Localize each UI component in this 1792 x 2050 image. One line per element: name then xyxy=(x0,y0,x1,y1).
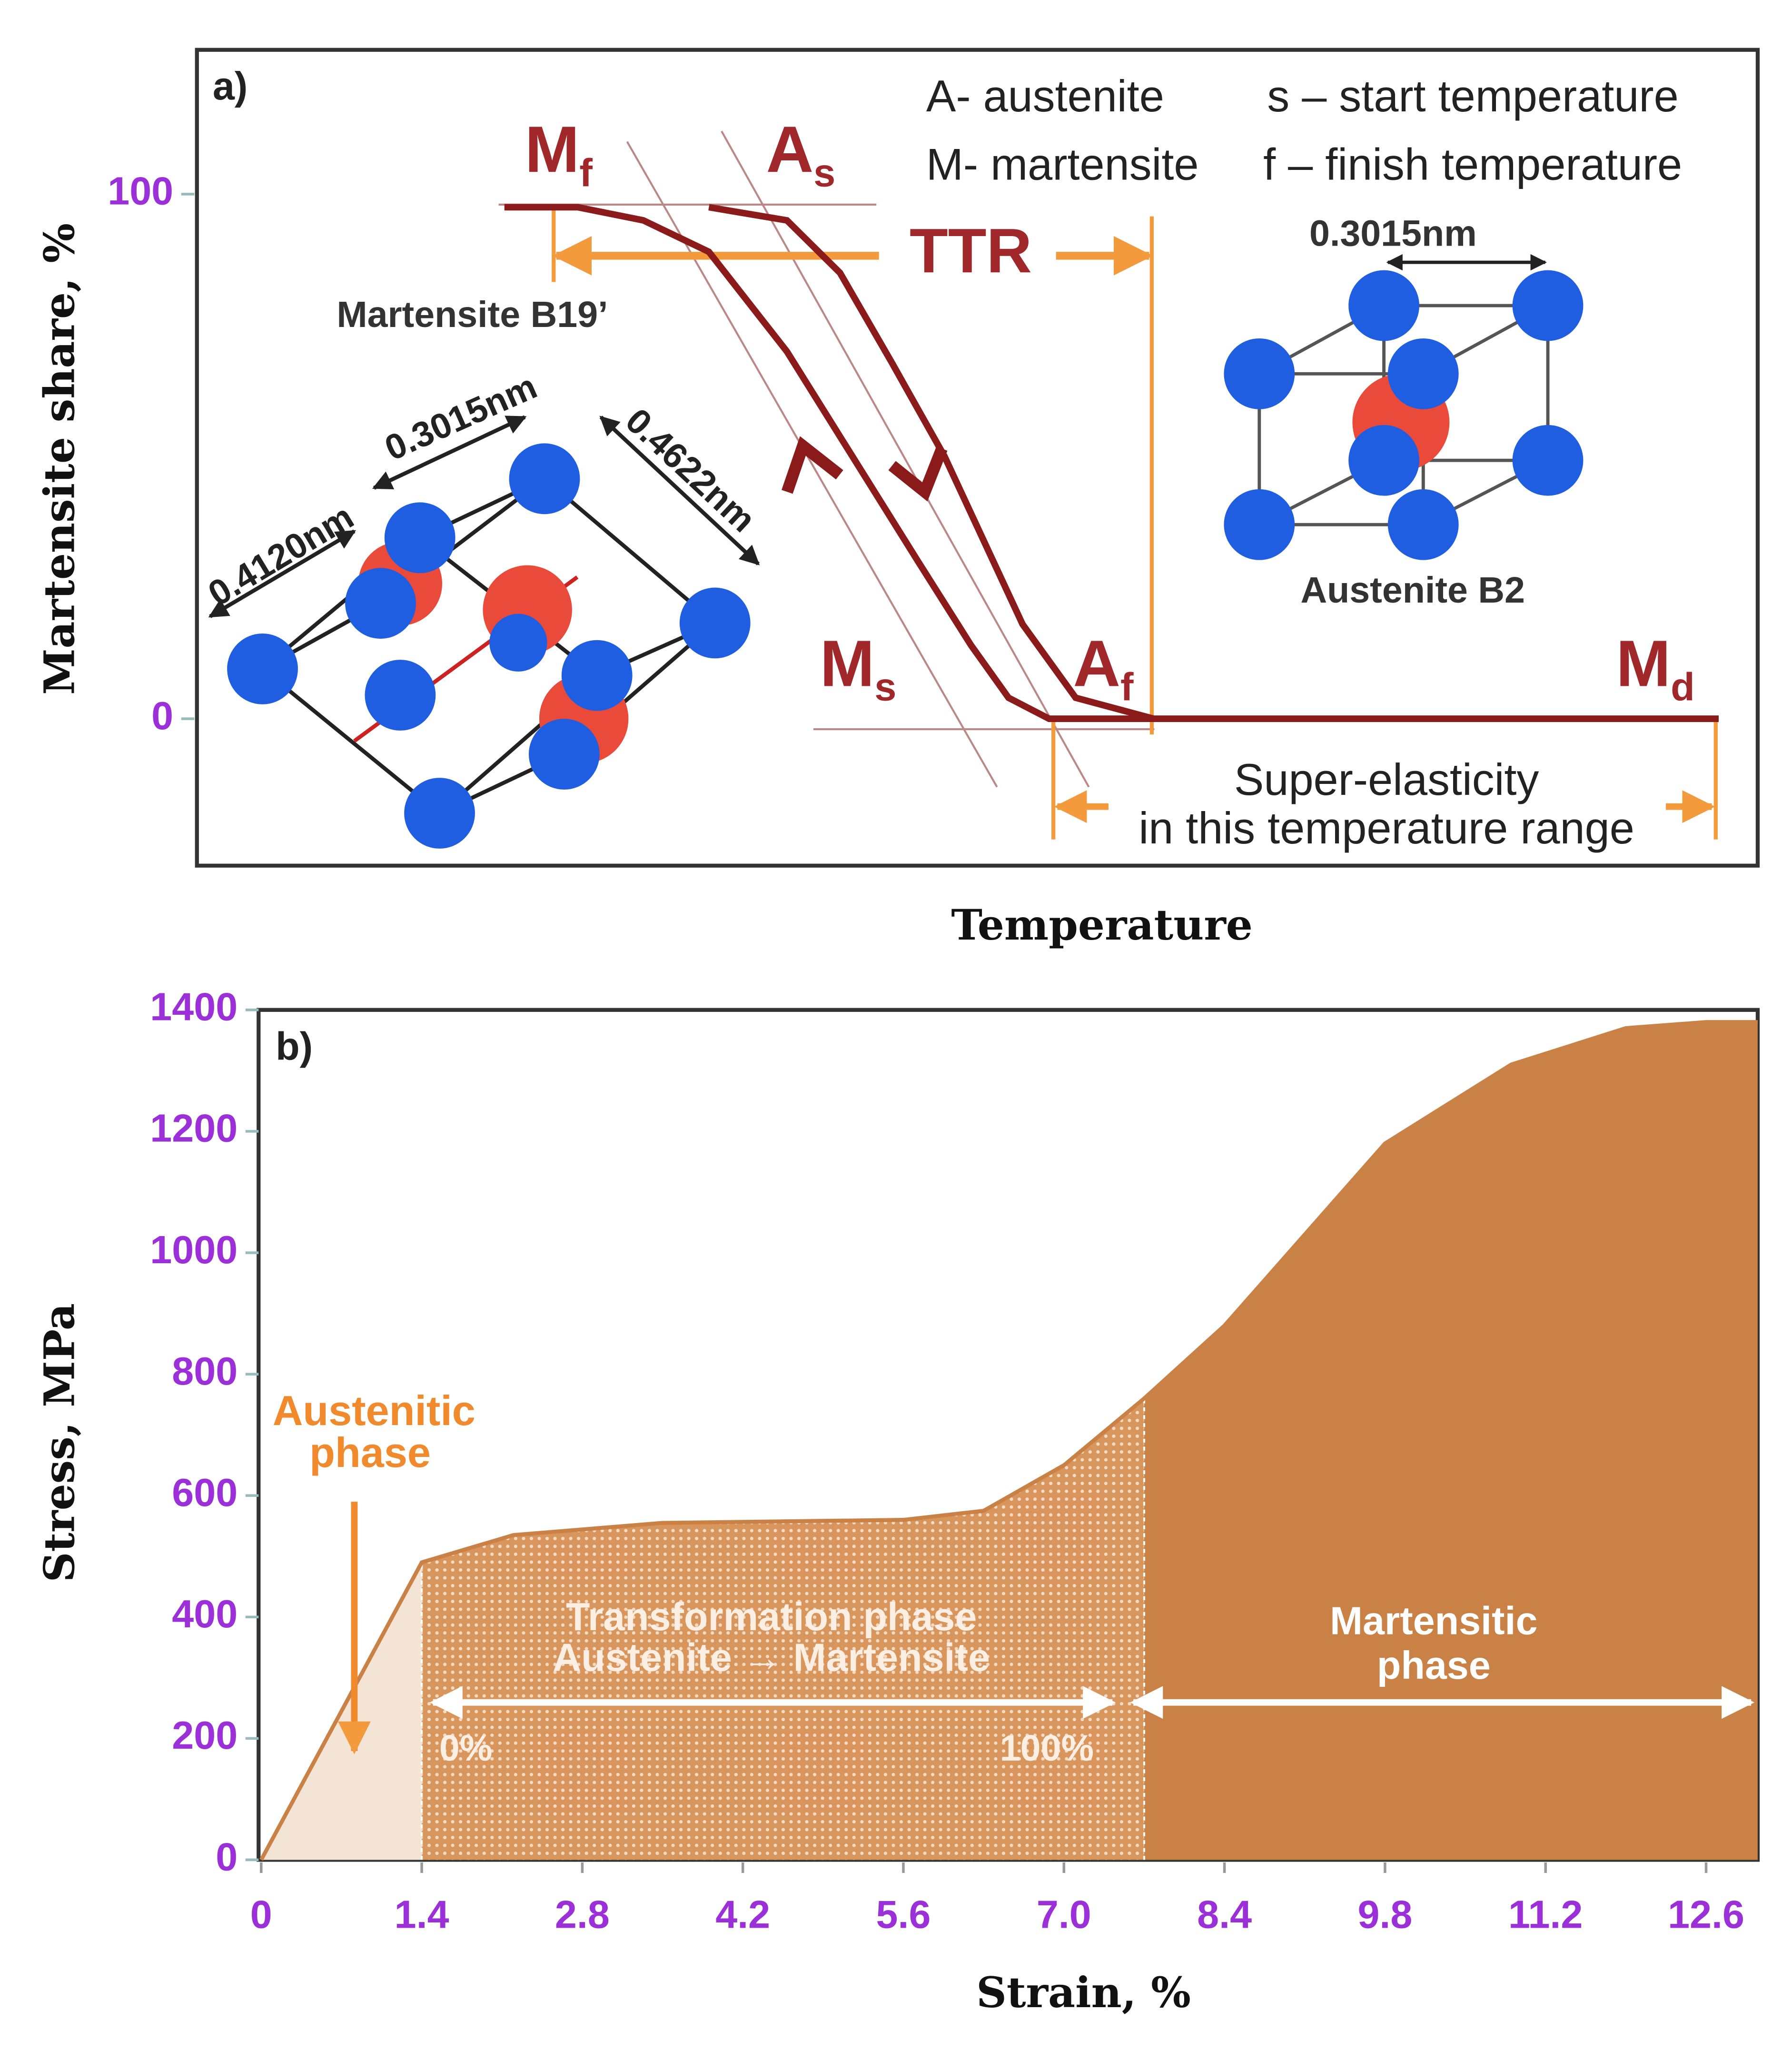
y-tick-label: 1000 xyxy=(150,1228,238,1272)
temperature-symbol: As xyxy=(766,113,835,195)
panel-a: a) A- austenite M- martensite s – start … xyxy=(35,64,1719,950)
subscript: d xyxy=(1671,664,1695,709)
x-axis-title: Strain, % xyxy=(976,1968,1191,2017)
annotation: Austenite → Martensite xyxy=(553,1635,990,1679)
annotation: in this temperature range xyxy=(1139,803,1634,853)
annotation: Transformation phase xyxy=(566,1594,977,1639)
annotation: phase xyxy=(309,1429,431,1476)
panel-label: b) xyxy=(276,1024,313,1068)
x-tick-label: 12.6 xyxy=(1668,1892,1744,1937)
temperature-symbol: Ms xyxy=(820,627,897,709)
legend-text: s – start temperature xyxy=(1267,71,1678,121)
dim-arrow xyxy=(208,529,356,618)
temperature-symbol: Af xyxy=(1073,627,1134,709)
x-tick-label: 1.4 xyxy=(395,1892,449,1937)
x-tick-label: 4.2 xyxy=(715,1892,770,1937)
y-axis-title: Stress, MPa xyxy=(35,1303,84,1582)
y-tick-label: 200 xyxy=(172,1713,238,1757)
direction-arrow xyxy=(782,436,843,494)
x-axis-title: Temperature xyxy=(951,900,1253,950)
symbol: M xyxy=(525,113,580,187)
atoms xyxy=(1224,270,1584,560)
subscript: s xyxy=(874,664,896,709)
atoms xyxy=(227,443,751,849)
symbol: A xyxy=(1073,627,1121,701)
dim-arrow xyxy=(599,416,760,565)
annotation: Austenitic xyxy=(273,1387,475,1434)
tangent xyxy=(626,141,998,788)
lattice-name: Austenite B2 xyxy=(1300,570,1525,611)
x-tick-label: 5.6 xyxy=(876,1892,931,1937)
curve xyxy=(708,204,1155,722)
y-axis-title: Martensite share, % xyxy=(35,223,84,695)
annotation: Super-elasticity xyxy=(1234,754,1539,804)
temperature-symbol: Mf xyxy=(525,113,593,195)
x-tick-label: 2.8 xyxy=(555,1892,610,1937)
y-tick-label: 400 xyxy=(172,1592,238,1636)
direction-arrow xyxy=(888,446,948,502)
symbol: M xyxy=(1616,627,1671,701)
annotation: 100% xyxy=(1000,1728,1094,1769)
legend-text: M- martensite xyxy=(926,139,1199,189)
subscript: f xyxy=(579,150,593,195)
y-tick-label: 1400 xyxy=(150,985,238,1029)
tangent xyxy=(721,130,1090,788)
lattice-size: 0.3015nm xyxy=(1309,213,1477,254)
ttr-label: TTR xyxy=(910,216,1032,286)
y-tick-label: 800 xyxy=(172,1349,238,1393)
panel-b-annotations: b) Austenitic phase Transformation phase… xyxy=(35,1024,1755,2017)
subscript: s xyxy=(813,150,835,195)
subscript: f xyxy=(1120,664,1134,709)
area-fill xyxy=(1144,1022,1758,1860)
y-tick-label: 0 xyxy=(151,693,173,738)
stress-strain-curve xyxy=(259,1020,1758,1861)
y-tick-label: 600 xyxy=(172,1470,238,1515)
y-tick-label: 0 xyxy=(216,1834,238,1879)
annotation: phase xyxy=(1377,1643,1491,1687)
legend-text: A- austenite xyxy=(926,71,1164,121)
curve xyxy=(504,204,1719,722)
x-tick-label: 9.8 xyxy=(1357,1892,1412,1937)
x-tick-label: 11.2 xyxy=(1508,1892,1583,1937)
symbol: M xyxy=(820,627,875,701)
y-tick-label: 1200 xyxy=(150,1106,238,1150)
y-tick-label: 100 xyxy=(108,169,173,213)
legend-text: f – finish temperature xyxy=(1263,139,1682,189)
panel-label: a) xyxy=(213,64,248,108)
temperature-symbol: Md xyxy=(1616,627,1694,709)
lattice-name: Martensite B19’ xyxy=(337,294,608,335)
annotation: Martensitic xyxy=(1330,1598,1537,1643)
x-tick-label: 7.0 xyxy=(1037,1892,1091,1937)
x-tick-label: 0 xyxy=(250,1892,272,1937)
dim-arrow xyxy=(372,415,527,490)
x-tick-label: 8.4 xyxy=(1197,1892,1252,1937)
symbol: A xyxy=(766,113,814,187)
annotation: 0% xyxy=(439,1728,493,1769)
